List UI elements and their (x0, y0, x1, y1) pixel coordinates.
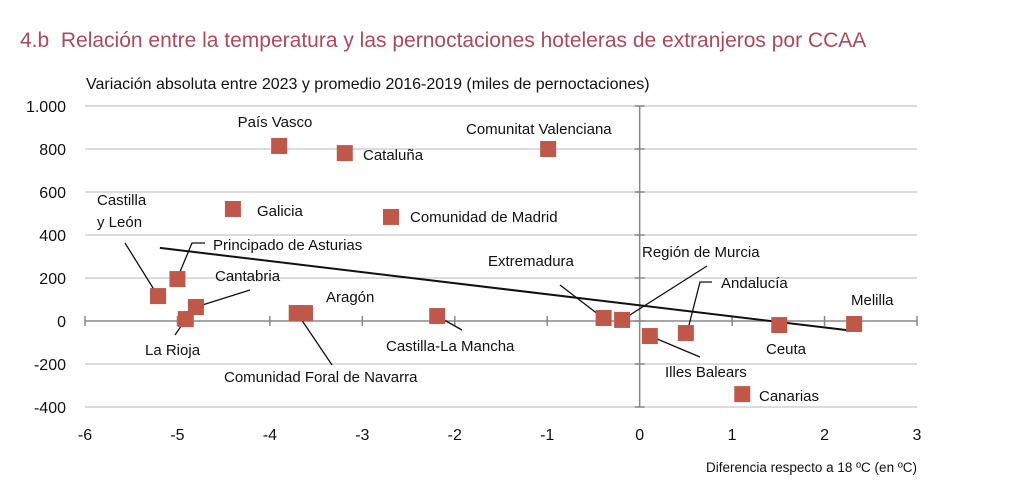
data-label: Galicia (257, 203, 304, 220)
y-tick-label: -200 (34, 357, 66, 374)
y-tick-label: 600 (39, 185, 66, 202)
x-tick-label: -1 (540, 427, 554, 444)
data-point (540, 141, 557, 157)
x-axis-label: Diferencia respecto a 18 ºC (en ºC) (706, 460, 917, 475)
leader-line (686, 281, 712, 334)
x-tick-label: 1 (728, 427, 737, 444)
data-point (771, 317, 788, 334)
data-label: Castilla-La Mancha (386, 338, 515, 355)
data-label: Extremadura (488, 253, 575, 270)
x-tick-label: -6 (78, 427, 92, 444)
leader-line (124, 242, 159, 297)
data-point (382, 208, 399, 225)
data-point (734, 386, 751, 403)
data-point (846, 316, 863, 333)
y-tick-label: 1.000 (26, 99, 66, 116)
x-tick-label: -2 (448, 427, 462, 444)
data-label: Andalucía (721, 275, 788, 292)
data-label: Comunidad de Madrid (410, 209, 558, 226)
x-tick-label: -5 (170, 427, 184, 444)
data-label: Aragón (326, 289, 374, 306)
y-tick-label: 400 (39, 228, 66, 245)
data-point (595, 309, 612, 326)
data-point (336, 145, 353, 162)
data-label: Principado de Asturias (213, 237, 362, 254)
data-point (271, 137, 288, 154)
data-label: Comunidad Foral de Navarra (224, 369, 418, 386)
x-tick-label: 0 (635, 427, 644, 444)
data-label: Melilla (851, 292, 894, 309)
x-tick-label: -3 (355, 427, 369, 444)
y-tick-label: 200 (39, 271, 66, 288)
y-tick-label: -400 (34, 400, 66, 417)
data-label: Illes Balears (665, 364, 747, 381)
data-point (177, 311, 194, 328)
chart-title: 4.b Relación entre la temperatura y las … (20, 29, 867, 52)
data-point (288, 305, 305, 322)
y-tick-label: 0 (57, 314, 66, 331)
leader-line (621, 265, 708, 321)
data-point (677, 325, 694, 342)
data-label: País Vasco (238, 114, 313, 131)
leader-line (296, 312, 333, 366)
data-label: Región de Murcia (642, 244, 760, 261)
data-point (224, 200, 241, 217)
x-tick-label: -4 (263, 427, 277, 444)
y-tick-label: 800 (39, 142, 66, 159)
data-label: Castilla y León (97, 192, 147, 231)
data-point (641, 328, 658, 345)
leader-line (195, 289, 251, 308)
data-point (169, 271, 186, 288)
x-tick-label: 3 (913, 427, 922, 444)
data-label: Ceuta (766, 341, 807, 358)
data-point (429, 308, 446, 325)
leader-line (649, 335, 701, 358)
data-label: Cantabria (215, 268, 281, 285)
data-label-line: Castilla (97, 192, 147, 209)
data-point (150, 288, 167, 305)
data-point (614, 311, 631, 328)
data-label: Canarias (759, 388, 819, 405)
trendline (159, 246, 854, 332)
data-label: La Rioja (145, 342, 201, 359)
data-label: Cataluña (363, 147, 424, 164)
x-tick-label: 2 (820, 427, 829, 444)
data-point (187, 299, 204, 316)
data-label: Comunitat Valenciana (466, 121, 612, 138)
leader-line (176, 242, 205, 280)
data-label-line: y León (97, 214, 142, 231)
chart-subtitle: Variación absoluta entre 2023 y promedio… (86, 76, 650, 93)
